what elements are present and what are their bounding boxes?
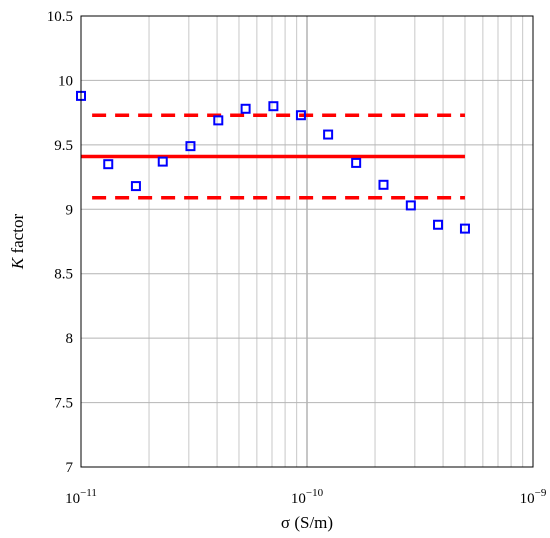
- data-points: [76, 90, 470, 234]
- y-tick-label: 7.5: [54, 396, 73, 412]
- data-point: [240, 103, 251, 114]
- data-point: [103, 159, 114, 170]
- x-tick-exponent: −11: [80, 487, 97, 499]
- data-point: [433, 219, 444, 230]
- x-tick-label: 10−10: [291, 487, 324, 507]
- y-tick-label: 10: [58, 73, 73, 89]
- data-point: [295, 110, 306, 121]
- x-tick-base: 10: [520, 491, 535, 507]
- plot-frame: [80, 15, 534, 468]
- data-point: [459, 223, 470, 234]
- y-tick-label: 8: [66, 331, 74, 347]
- data-point: [157, 156, 168, 167]
- y-tick-label: 9.5: [54, 138, 73, 154]
- data-point: [351, 157, 362, 168]
- y-tick-label: 10.5: [47, 9, 73, 25]
- y-tick-label: 8.5: [54, 267, 73, 283]
- data-point: [185, 141, 196, 152]
- data-point: [268, 101, 279, 112]
- y-tick-labels: 7 7.5 8 8.5 9 9.5 10 10.5: [47, 9, 74, 476]
- y-tick-label: 7: [66, 460, 74, 476]
- x-tick-label: 10−11: [65, 487, 97, 507]
- data-point: [405, 200, 416, 211]
- x-tick-exponent: −9: [535, 487, 547, 499]
- y-axis-label-rest: factor: [8, 214, 27, 258]
- data-point: [378, 179, 389, 190]
- x-tick-labels: 10−11 10−10 10−9: [65, 487, 547, 507]
- x-tick-base: 10: [291, 491, 306, 507]
- y-axis-label: K factor: [8, 214, 27, 271]
- data-point: [213, 115, 224, 126]
- grid: [81, 15, 533, 468]
- x-tick-label: 10−9: [520, 487, 547, 507]
- x-axis-label: σ (S/m): [281, 513, 333, 532]
- data-point: [130, 181, 141, 192]
- reference-lines: [81, 113, 465, 200]
- y-tick-label: 9: [66, 202, 74, 218]
- y-axis-label-italic: K: [8, 256, 27, 270]
- data-point: [323, 129, 334, 140]
- x-tick-exponent: −10: [306, 487, 324, 499]
- x-tick-base: 10: [65, 491, 80, 507]
